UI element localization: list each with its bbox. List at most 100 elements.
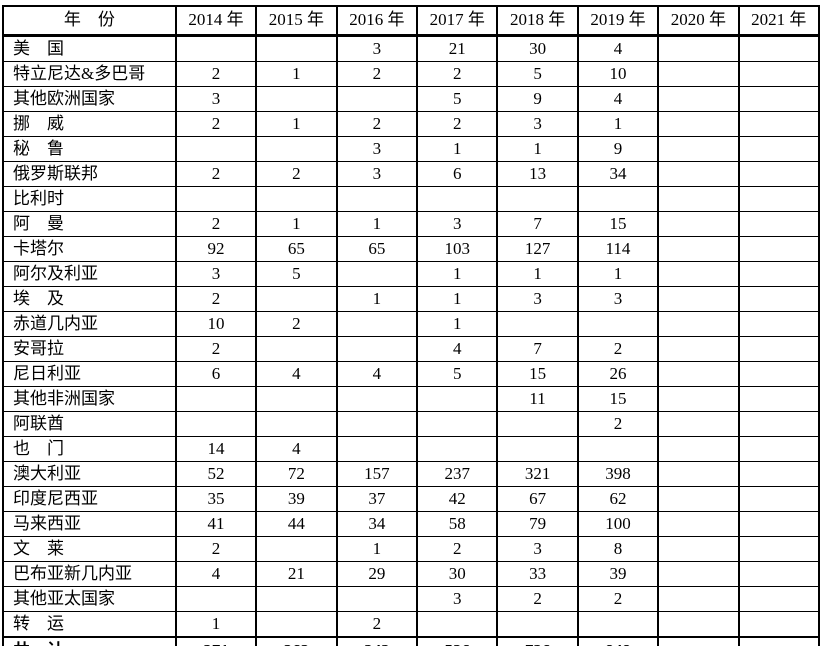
value-cell: 4 xyxy=(416,336,499,362)
value-cell: 30 xyxy=(496,35,579,62)
value-cell: 1 xyxy=(255,211,338,237)
value-cell xyxy=(255,136,338,162)
year-column-header-cell: 2018 年 xyxy=(496,5,579,37)
value-cell: 13 xyxy=(496,161,579,187)
value-cell xyxy=(335,386,419,412)
value-cell xyxy=(657,211,740,237)
value-cell xyxy=(657,136,740,162)
value-cell xyxy=(174,136,258,162)
value-cell xyxy=(657,61,740,87)
value-cell: 2 xyxy=(174,161,258,187)
value-cell: 5 xyxy=(496,61,579,87)
value-cell: 2 xyxy=(255,311,338,337)
value-cell: 2 xyxy=(576,586,660,612)
value-cell xyxy=(737,161,821,187)
total-value-cell: 736 xyxy=(496,636,579,646)
value-cell: 4 xyxy=(335,361,419,387)
value-cell: 4 xyxy=(576,35,660,62)
header-row: 年 份 2014 年 2015 年 2016 年 2017 年 2018 年 2019 年… xyxy=(2,5,821,37)
value-cell xyxy=(335,411,419,437)
value-cell: 1 xyxy=(255,111,338,137)
value-cell xyxy=(737,286,821,312)
value-cell: 3 xyxy=(496,111,579,137)
value-cell xyxy=(335,86,419,112)
value-cell xyxy=(737,186,821,212)
value-cell: 3 xyxy=(335,35,419,62)
value-cell xyxy=(737,436,821,462)
value-cell: 10 xyxy=(576,61,660,87)
country-label-cell: 文 莱 xyxy=(2,536,177,562)
value-cell xyxy=(737,311,821,337)
value-cell: 1 xyxy=(255,61,338,87)
value-cell: 1 xyxy=(496,136,579,162)
value-cell: 3 xyxy=(335,161,419,187)
year-column-header-cell: 2015 年 xyxy=(255,5,338,37)
value-cell: 44 xyxy=(255,511,338,537)
year-column-header-cell: 2020 年 xyxy=(657,5,740,37)
value-cell: 2 xyxy=(335,61,419,87)
value-cell xyxy=(416,611,499,638)
value-cell: 62 xyxy=(576,486,660,512)
value-cell: 2 xyxy=(174,211,258,237)
value-cell: 2 xyxy=(416,111,499,137)
value-cell xyxy=(496,311,579,337)
country-label-cell: 澳大利亚 xyxy=(2,461,177,487)
value-cell xyxy=(737,511,821,537)
value-cell: 157 xyxy=(335,461,419,487)
table-row: 阿联酋 2 xyxy=(2,411,821,437)
value-cell xyxy=(737,611,821,638)
value-cell xyxy=(657,486,740,512)
value-cell xyxy=(255,35,338,62)
value-cell xyxy=(576,311,660,337)
value-cell: 321 xyxy=(496,461,579,487)
value-cell xyxy=(576,611,660,638)
table-row: 美 国 3 21 30 4 xyxy=(2,35,821,62)
value-cell: 2 xyxy=(416,61,499,87)
value-cell xyxy=(657,86,740,112)
value-cell xyxy=(416,411,499,437)
country-label-cell: 其他欧洲国家 xyxy=(2,86,177,112)
value-cell xyxy=(255,536,338,562)
value-cell: 2 xyxy=(496,586,579,612)
value-cell: 34 xyxy=(576,161,660,187)
country-label-cell: 挪 威 xyxy=(2,111,177,137)
value-cell xyxy=(657,161,740,187)
country-label-cell: 印度尼西亚 xyxy=(2,486,177,512)
country-label-cell: 巴布亚新几内亚 xyxy=(2,561,177,587)
value-cell xyxy=(737,86,821,112)
value-cell: 3 xyxy=(174,86,258,112)
value-cell xyxy=(174,35,258,62)
table-row: 安哥拉 2 4 7 2 xyxy=(2,336,821,362)
value-cell xyxy=(657,386,740,412)
value-cell: 30 xyxy=(416,561,499,587)
value-cell: 237 xyxy=(416,461,499,487)
value-cell: 2 xyxy=(174,536,258,562)
value-cell: 8 xyxy=(576,536,660,562)
value-cell xyxy=(737,111,821,137)
value-cell xyxy=(737,461,821,487)
value-cell: 33 xyxy=(496,561,579,587)
value-cell: 42 xyxy=(416,486,499,512)
country-label-cell: 其他亚太国家 xyxy=(2,586,177,612)
value-cell xyxy=(657,286,740,312)
value-cell: 103 xyxy=(416,236,499,262)
value-cell: 11 xyxy=(496,386,579,412)
value-cell xyxy=(255,286,338,312)
value-cell: 3 xyxy=(416,586,499,612)
value-cell: 2 xyxy=(335,111,419,137)
value-cell: 3 xyxy=(496,536,579,562)
value-cell: 29 xyxy=(335,561,419,587)
country-label-cell: 阿尔及利亚 xyxy=(2,261,177,287)
value-cell xyxy=(657,261,740,287)
value-cell: 58 xyxy=(416,511,499,537)
value-cell xyxy=(657,411,740,437)
value-cell xyxy=(737,236,821,262)
value-cell: 3 xyxy=(416,211,499,237)
value-cell: 21 xyxy=(416,35,499,62)
table-row: 俄罗斯联邦 2 2 3 6 13 34 xyxy=(2,161,821,187)
value-cell: 4 xyxy=(255,361,338,387)
value-cell xyxy=(657,111,740,137)
